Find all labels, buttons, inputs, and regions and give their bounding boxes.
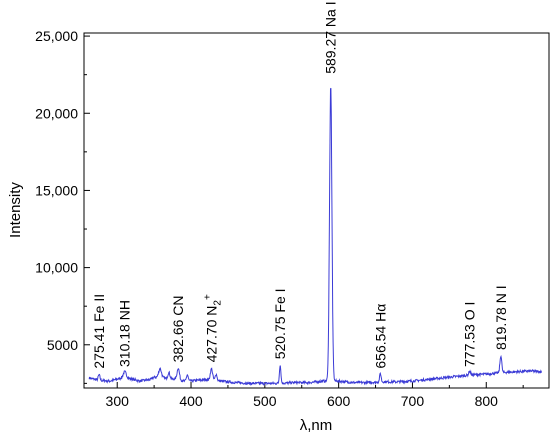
peak-annotation: 427.70 N2+ — [203, 294, 224, 362]
x-tick-label: 300 — [106, 393, 130, 409]
y-axis-label: Intensity — [7, 182, 24, 238]
peak-annotation: 656.54 Hα — [372, 304, 388, 369]
peak-annotation: 520.75 Fe I — [272, 288, 288, 359]
peak-annotation: 275.41 Fe II — [91, 294, 107, 369]
plot-frame — [83, 32, 550, 389]
peak-annotation: 819.78 N I — [493, 285, 509, 350]
x-axis-label: λ,nm — [300, 417, 333, 434]
y-tick-label: 15,000 — [35, 182, 78, 198]
peak-annotation: 382.66 CN — [170, 295, 186, 362]
x-tick-label: 500 — [253, 393, 277, 409]
spectrum-series-line — [88, 87, 543, 387]
peak-annotation: 310.18 NH — [117, 300, 133, 367]
x-tick-label: 600 — [327, 393, 351, 409]
y-tick-label: 25,000 — [35, 28, 78, 44]
y-tick-label: 10,000 — [35, 260, 78, 276]
peak-annotation: 589.27 Na I — [323, 1, 339, 73]
peak-annotation: 777.53 O I — [462, 302, 478, 367]
y-tick-label: 5000 — [47, 337, 78, 353]
peak-annotations: 275.41 Fe II 310.18 NH 382.66 CN 427.70 N2+… — [91, 1, 509, 368]
y-tick-label: 20,000 — [35, 105, 78, 121]
x-axis: 300 400 500 600 700 800 — [106, 382, 524, 409]
x-tick-label: 800 — [475, 393, 499, 409]
y-axis: 5000 10,000 15,000 20,000 25,000 — [35, 28, 90, 384]
x-tick-label: 400 — [179, 393, 203, 409]
x-tick-label: 700 — [401, 393, 425, 409]
